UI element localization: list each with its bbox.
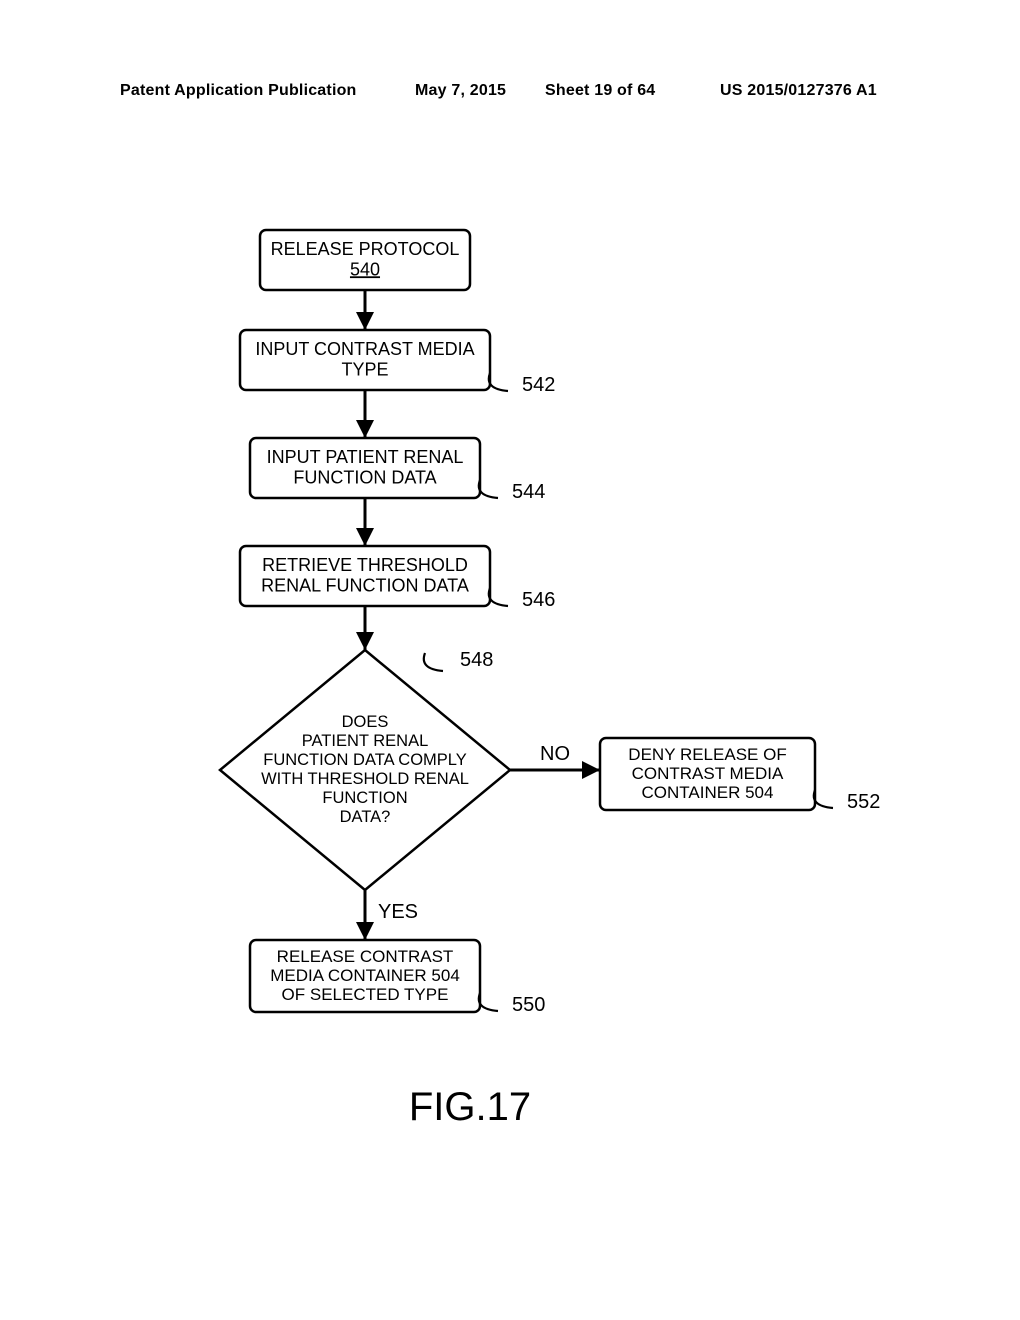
callout-hook [489,373,508,391]
flow-node-text: FUNCTION DATA COMPLY [263,751,467,769]
flow-node-ref: 540 [350,259,380,279]
callout-hook [814,790,833,808]
figure-label: FIG.17 [409,1085,531,1129]
flow-edge-label: YES [378,901,418,923]
callout-label: 552 [847,791,880,813]
flow-node-text: CONTRAST MEDIA [632,764,784,783]
flow-node-text: CONTAINER 504 [642,783,774,802]
callout-label: 550 [512,994,545,1016]
flow-node-text: WITH THRESHOLD RENAL [261,770,469,788]
callout-hook [424,653,443,671]
flow-node-text: DOES [342,713,389,731]
flow-node-text: TYPE [341,359,388,379]
flow-node-text: RELEASE PROTOCOL [271,239,460,259]
flow-node-text: OF SELECTED TYPE [282,985,449,1004]
callout-hook [489,588,508,606]
callout-hook [479,993,498,1011]
flow-node-text: DENY RELEASE OF [628,745,786,764]
flow-node-text: INPUT PATIENT RENAL [267,447,464,467]
callout-hook [479,480,498,498]
callout-label: 542 [522,374,555,396]
callout-label: 548 [460,649,493,671]
flow-node-text: FUNCTION [322,789,407,807]
callout-label: 546 [522,589,555,611]
flow-node-text: MEDIA CONTAINER 504 [270,966,460,985]
flowchart: RELEASE PROTOCOL540 INPUT CONTRAST MEDIAT… [0,0,1020,1320]
callout-label: 544 [512,481,545,503]
flow-edge-label: NO [540,743,570,765]
flow-node-text: PATIENT RENAL [302,732,429,750]
flow-node-text: RELEASE CONTRAST [277,947,454,966]
flow-node-text: RETRIEVE THRESHOLD [262,555,468,575]
flow-node-text: FUNCTION DATA [293,467,436,487]
flow-node-text: INPUT CONTRAST MEDIA [255,339,474,359]
flow-node-text: DATA? [340,808,391,826]
flow-node-text: RENAL FUNCTION DATA [261,575,469,595]
